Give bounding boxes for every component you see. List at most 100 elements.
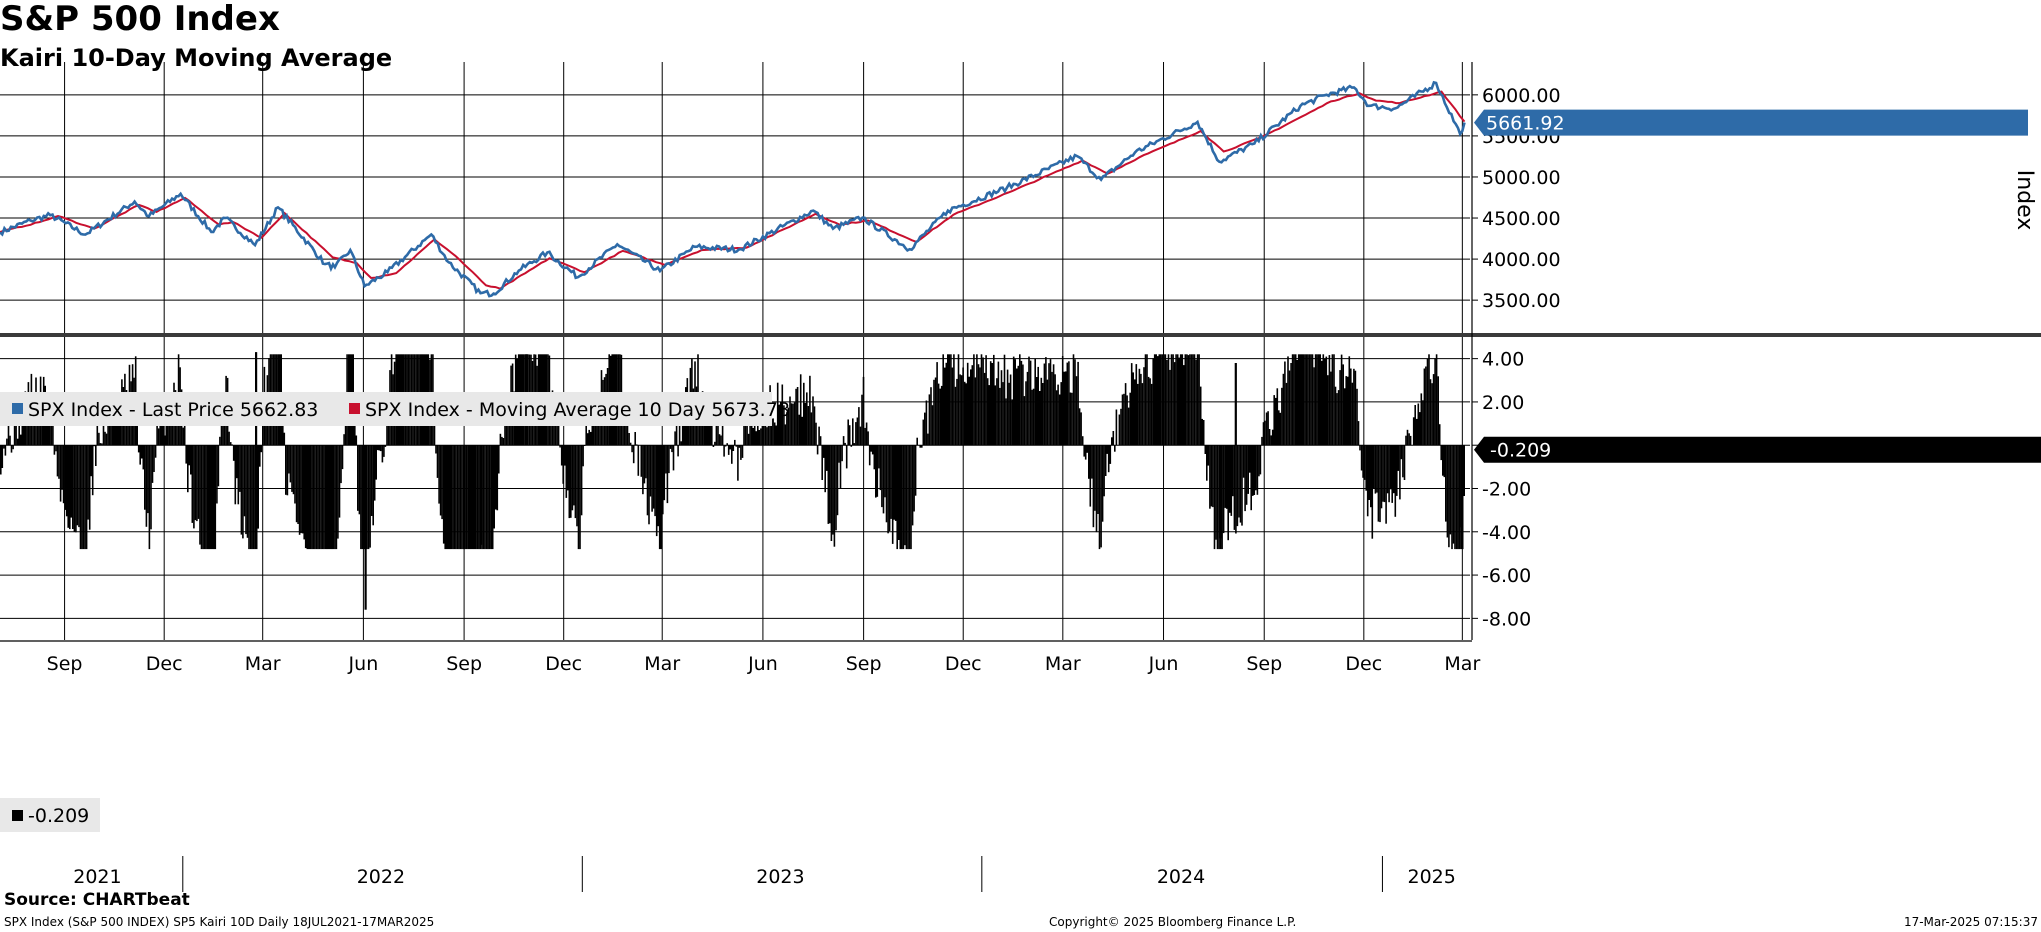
kairi-bar bbox=[1, 445, 4, 468]
kairi-bar bbox=[841, 445, 843, 462]
kairi-bar bbox=[1382, 445, 1384, 502]
kairi-bar bbox=[921, 445, 923, 448]
kairi-bar bbox=[26, 415, 28, 446]
kairi-bar bbox=[1241, 445, 1243, 526]
kairi-bar bbox=[744, 407, 747, 446]
kairi-bar bbox=[84, 445, 86, 550]
kairi-bar bbox=[824, 445, 826, 493]
kairi-bar bbox=[1042, 383, 1044, 446]
kairi-bar bbox=[677, 445, 679, 457]
copyright-notice: Copyright© 2025 Bloomberg Finance L.P. bbox=[1049, 915, 1297, 929]
kairi-bar bbox=[228, 431, 230, 446]
kairi-bar bbox=[19, 434, 22, 446]
kairi-bar bbox=[585, 425, 587, 446]
kairi-bar bbox=[1348, 356, 1351, 446]
kairi-bar bbox=[559, 445, 561, 448]
kairi-bar bbox=[1271, 429, 1274, 446]
kairi-bar bbox=[856, 417, 859, 446]
kairi-bar bbox=[309, 445, 312, 550]
kairi-bar bbox=[491, 445, 494, 550]
kairi-bar bbox=[205, 445, 207, 550]
kairi-bar bbox=[951, 367, 954, 446]
kairi-bar bbox=[757, 414, 759, 446]
kairi-bar bbox=[568, 445, 571, 519]
kairi-bar bbox=[311, 445, 313, 550]
kairi-bar bbox=[1060, 382, 1062, 446]
kairi-bar bbox=[1072, 354, 1075, 446]
kairi-bar bbox=[738, 445, 741, 448]
kairi-bar bbox=[816, 445, 819, 455]
kairi-bar bbox=[1333, 354, 1335, 446]
kairi-bar bbox=[482, 445, 485, 550]
month-label: Sep bbox=[1246, 653, 1282, 675]
kairi-bar bbox=[950, 354, 952, 446]
kairi-bar bbox=[1035, 377, 1038, 446]
kairi-bar bbox=[654, 445, 656, 517]
kairi-bar bbox=[1207, 445, 1210, 466]
kairi-bar bbox=[1376, 445, 1378, 493]
kairi-bar bbox=[85, 445, 88, 550]
kairi-bar bbox=[928, 394, 931, 446]
kairi-bar bbox=[1071, 392, 1073, 446]
kairi-bar bbox=[1454, 445, 1456, 550]
kairi-bar bbox=[373, 445, 376, 501]
kairi-bar bbox=[1023, 396, 1026, 446]
kairi-bar bbox=[723, 445, 725, 457]
kairi-bar bbox=[1225, 445, 1228, 509]
kairi-bar bbox=[246, 445, 249, 538]
kairi-bar bbox=[361, 445, 364, 550]
kairi-bar bbox=[795, 388, 797, 446]
kairi-bar bbox=[1356, 388, 1358, 446]
kairi-bar bbox=[283, 432, 286, 446]
kairi-bar bbox=[631, 445, 633, 453]
kairi-bar bbox=[1392, 445, 1395, 494]
kairi-bar bbox=[1409, 435, 1412, 446]
price-legend-box bbox=[0, 392, 772, 426]
kairi-bar bbox=[167, 406, 169, 446]
kairi-bar bbox=[142, 445, 145, 470]
kairi-bar bbox=[991, 363, 994, 446]
legend-entry: SPX Index - Moving Average 10 Day 5673.7… bbox=[365, 399, 790, 421]
kairi-bar bbox=[729, 445, 731, 450]
month-label: Mar bbox=[1444, 653, 1480, 675]
kairi-bar bbox=[1347, 376, 1349, 446]
kairi-bar bbox=[1259, 445, 1262, 475]
kairi-bar bbox=[810, 412, 813, 446]
kairi-bar bbox=[113, 413, 115, 446]
kairi-bar bbox=[144, 445, 146, 510]
kairi-bar bbox=[294, 445, 296, 504]
kairi-bar bbox=[1417, 403, 1420, 446]
kairi-bar bbox=[1048, 363, 1050, 446]
month-label: Jun bbox=[747, 653, 778, 675]
kairi-bar bbox=[1325, 356, 1328, 446]
kairi-bar bbox=[435, 445, 437, 454]
kairi-bar bbox=[183, 423, 186, 446]
kairi-bar bbox=[1339, 370, 1341, 446]
kairi-bar bbox=[1078, 408, 1081, 446]
kairi-bar bbox=[1429, 379, 1432, 446]
kairi-bar bbox=[942, 354, 944, 446]
kairi-bar bbox=[1092, 445, 1095, 528]
kairi-bar bbox=[833, 445, 836, 547]
kairi-bar bbox=[763, 413, 765, 446]
kairi-bar bbox=[560, 445, 563, 466]
kairi-bar bbox=[809, 375, 811, 446]
chart-subtitle: Kairi 10-Day Moving Average bbox=[0, 44, 393, 72]
kairi-bar bbox=[441, 445, 443, 520]
kairi-bar bbox=[1058, 394, 1061, 446]
kairi-bar bbox=[137, 445, 140, 453]
kairi-bar bbox=[1049, 359, 1052, 446]
kairi-bar bbox=[764, 422, 767, 446]
kairi-bar bbox=[1350, 368, 1352, 446]
kairi-bar bbox=[1068, 361, 1070, 446]
kairi-bar bbox=[939, 388, 941, 446]
kairi-bar bbox=[668, 445, 670, 474]
kairi-bar bbox=[1314, 354, 1317, 446]
kairi-bar bbox=[248, 445, 250, 550]
kairi-bar bbox=[799, 374, 802, 446]
year-label: 2021 bbox=[73, 866, 121, 888]
price-tick-label: 5000.00 bbox=[1482, 167, 1561, 189]
kairi-bar bbox=[194, 445, 197, 521]
kairi-bar bbox=[1204, 445, 1207, 454]
kairi-bar bbox=[1328, 355, 1331, 446]
